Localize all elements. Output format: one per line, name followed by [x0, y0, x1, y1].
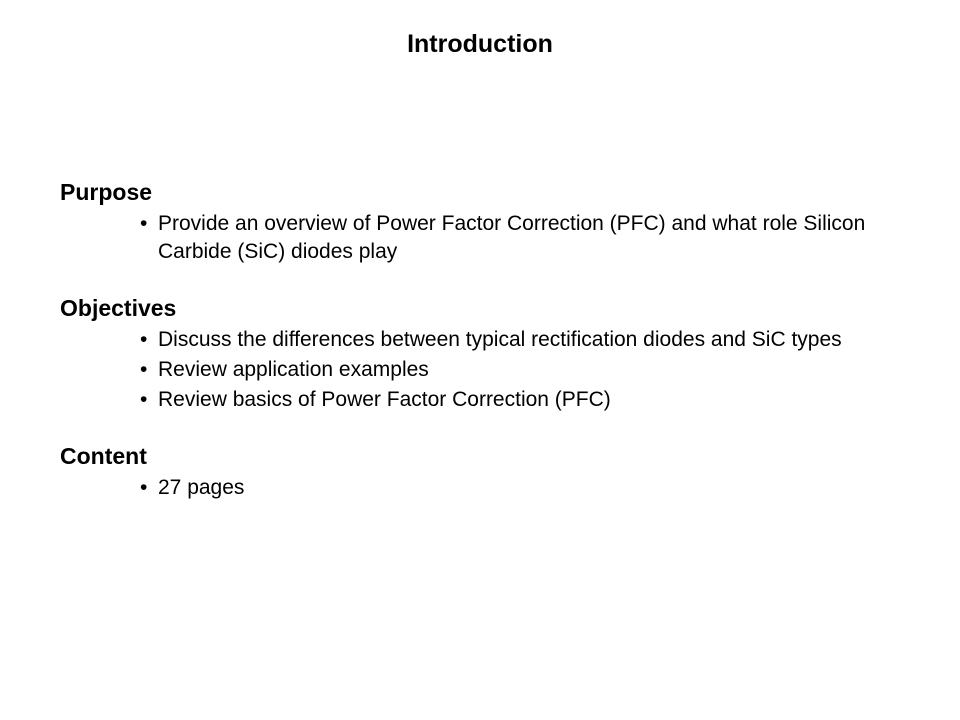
bullet-list: Discuss the differences between typical …: [60, 326, 900, 415]
list-item: Provide an overview of Power Factor Corr…: [140, 210, 900, 267]
section-purpose: Purpose Provide an overview of Power Fac…: [60, 179, 900, 267]
list-item: Review basics of Power Factor Correction…: [140, 386, 900, 414]
list-item: Review application examples: [140, 356, 900, 384]
slide: Introduction Purpose Provide an overview…: [0, 0, 960, 720]
section-heading: Objectives: [60, 295, 900, 322]
section-content: Content 27 pages: [60, 443, 900, 502]
slide-title: Introduction: [60, 30, 900, 59]
list-item: 27 pages: [140, 474, 900, 502]
section-heading: Purpose: [60, 179, 900, 206]
bullet-list: Provide an overview of Power Factor Corr…: [60, 210, 900, 267]
bullet-list: 27 pages: [60, 474, 900, 502]
list-item: Discuss the differences between typical …: [140, 326, 900, 354]
section-objectives: Objectives Discuss the differences betwe…: [60, 295, 900, 415]
section-heading: Content: [60, 443, 900, 470]
